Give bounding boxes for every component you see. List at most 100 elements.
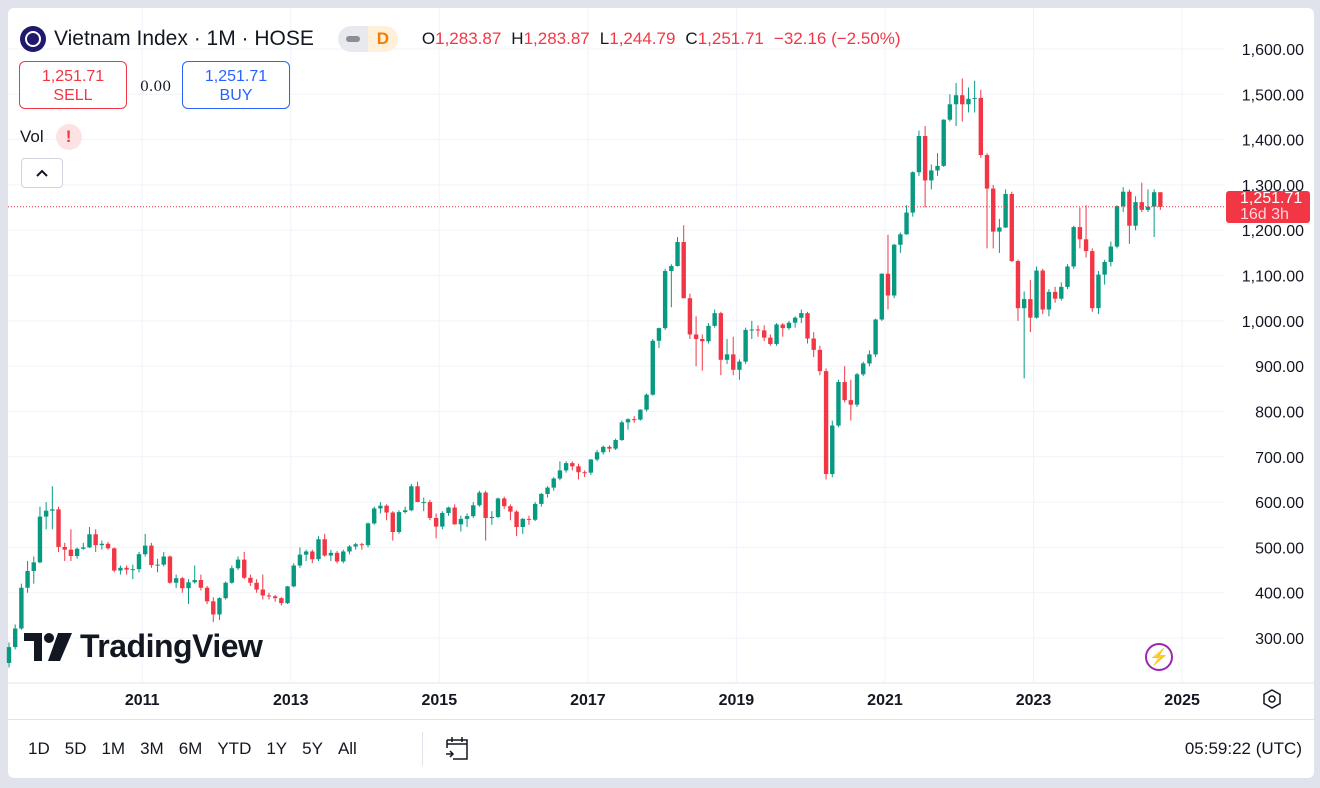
candle-body [576, 466, 581, 473]
candle-body [991, 188, 996, 232]
last-price-tag: 1,251.71 16d 3h [1226, 191, 1310, 223]
candle-body [1083, 239, 1089, 252]
lightning-icon[interactable]: ⚡ [1145, 643, 1173, 671]
candle-body [161, 556, 166, 565]
candle-body [25, 570, 30, 588]
candle-body [601, 446, 606, 453]
candle-body [811, 338, 816, 350]
volume-indicator[interactable]: Vol ! [20, 124, 82, 150]
candle-body [867, 354, 872, 364]
market-status-pill[interactable]: D [337, 26, 398, 52]
candle-body [81, 547, 86, 549]
candle-body [1114, 206, 1120, 247]
range-6m-button[interactable]: 6M [178, 739, 203, 758]
candle-body [272, 596, 278, 599]
warning-icon[interactable]: ! [55, 124, 82, 150]
candle-body [1096, 274, 1101, 309]
candle-body [1059, 286, 1064, 299]
tradingview-logo[interactable]: TradingView [24, 628, 263, 665]
candle-body [1034, 270, 1039, 318]
spread-value: 0.00 [140, 79, 172, 95]
candle-body [836, 382, 841, 426]
range-buttons: 1D 5D 1M 3M 6M YTD 1Y 5Y All [28, 739, 372, 759]
toolbar-divider [422, 732, 423, 766]
candle-body [662, 271, 668, 329]
chevron-up-icon [36, 169, 48, 177]
candle-body [551, 478, 556, 488]
ohlc-high-value: 1,283.87 [523, 29, 590, 48]
candle-body [365, 523, 371, 546]
candle-body [471, 505, 476, 517]
candle-body [223, 582, 228, 599]
candle-body [266, 595, 272, 597]
candle-body [842, 382, 847, 401]
buy-button[interactable]: 1,251.71 BUY [182, 61, 290, 109]
range-5y-button[interactable]: 5Y [302, 739, 323, 758]
candle-body [768, 337, 773, 344]
candle-body [737, 361, 742, 370]
indicator-name: Vol [20, 127, 44, 146]
range-3m-button[interactable]: 3M [140, 739, 164, 758]
candle-body [260, 589, 265, 596]
candle-body [910, 172, 915, 213]
ohlc-close-key: C [685, 29, 698, 48]
candle-body [1065, 266, 1070, 287]
candle-body [285, 586, 290, 604]
candle-body [1046, 291, 1052, 310]
candle-body [334, 552, 340, 562]
go-to-date-calendar-icon[interactable] [443, 734, 471, 762]
candle-body [198, 580, 204, 588]
candle-body [749, 329, 754, 331]
range-all-button[interactable]: All [337, 739, 357, 758]
range-1m-button[interactable]: 1M [101, 739, 126, 758]
candle-body [755, 329, 761, 331]
ohlc-open-value: 1,283.87 [435, 29, 502, 48]
collapse-legend-button[interactable] [21, 158, 63, 188]
candle-body [464, 516, 470, 519]
y-tick-label: 800.00 [1255, 404, 1304, 421]
candle-body [545, 487, 550, 494]
candle-body [984, 155, 990, 189]
range-1d-button[interactable]: 1D [28, 739, 50, 758]
candle-body [966, 98, 971, 105]
symbol-title[interactable]: Vietnam Index · 1M · HOSE [54, 27, 314, 50]
candle-body [1139, 202, 1144, 210]
candle-body [173, 578, 179, 583]
range-1y-button[interactable]: 1Y [266, 739, 288, 758]
y-tick-label: 900.00 [1255, 359, 1304, 376]
candle-body [761, 330, 767, 338]
candle-body [582, 472, 587, 474]
candle-body [211, 601, 216, 615]
range-5d-button[interactable]: 5D [64, 739, 87, 758]
candle-body [56, 509, 61, 547]
candle-body [130, 569, 135, 571]
candle-body [607, 446, 612, 449]
x-tick-label: 2025 [1164, 692, 1200, 709]
candle-body [687, 298, 693, 335]
sell-button[interactable]: 1,251.71 SELL [19, 61, 127, 109]
settings-icon[interactable] [1262, 689, 1282, 709]
candle-body [724, 354, 730, 360]
candle-body [922, 135, 928, 181]
candle-body [118, 567, 123, 571]
utc-clock[interactable]: 05:59:22 (UTC) [1184, 739, 1302, 758]
candle-body [904, 212, 909, 235]
candle-body [774, 324, 779, 344]
candle-body [409, 486, 414, 511]
candle-body [192, 580, 197, 583]
market-closed-icon [337, 26, 368, 52]
ohlc-low-value: 1,244.79 [609, 29, 676, 48]
range-ytd-button[interactable]: YTD [217, 739, 252, 758]
candle-body [180, 578, 185, 589]
candle-body [433, 517, 439, 527]
candle-body [43, 510, 49, 517]
candle-body [1003, 193, 1008, 228]
y-tick-label: 400.00 [1255, 586, 1304, 603]
candle-body [935, 165, 940, 171]
candle-body [19, 587, 24, 629]
candle-body [805, 313, 810, 339]
candle-body [1015, 261, 1021, 309]
candle-body [142, 545, 148, 555]
candle-body [248, 577, 253, 583]
